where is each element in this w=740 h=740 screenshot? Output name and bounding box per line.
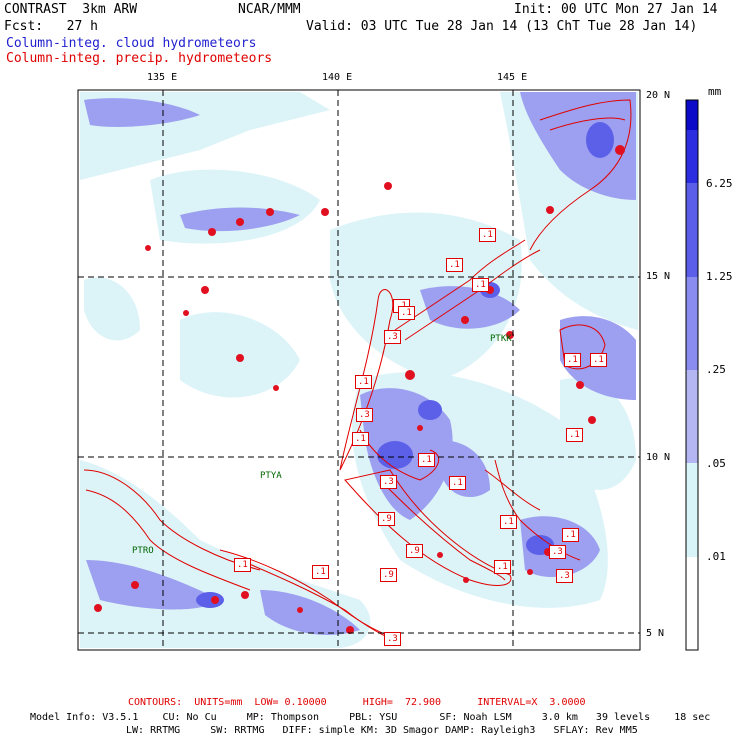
map-frame bbox=[77, 89, 641, 651]
lat-label-20: 20 N bbox=[646, 90, 671, 101]
station-label-ptro: PTRO bbox=[132, 546, 154, 556]
lat-label-5: 5 N bbox=[646, 628, 665, 639]
colorbar-label-1.25: 1.25 bbox=[706, 270, 733, 283]
contour-label: .3 bbox=[380, 475, 397, 489]
contour-label: .1 bbox=[590, 353, 607, 367]
colorbar-frame bbox=[685, 99, 699, 651]
precip-cores bbox=[94, 145, 625, 634]
colorbar-segment bbox=[686, 557, 698, 650]
contour-label: .3 bbox=[384, 632, 401, 646]
colorbar-label-.25: .25 bbox=[706, 363, 726, 376]
contour-label: .1 bbox=[398, 306, 415, 320]
precip-contours bbox=[83, 99, 632, 641]
colorbar-label-.01: .01 bbox=[706, 550, 726, 563]
colorbar-label-.05: .05 bbox=[706, 457, 726, 470]
lon-label-140: 140 E bbox=[322, 72, 353, 83]
station-label-ptya: PTYA bbox=[260, 471, 282, 481]
contour-label: .1 bbox=[352, 432, 369, 446]
lat-label-10: 10 N bbox=[646, 452, 671, 463]
colorbar-segment bbox=[686, 183, 698, 277]
org-label: NCAR/MMM bbox=[238, 2, 301, 17]
contour-label: .1 bbox=[472, 278, 489, 292]
contour-label: .1 bbox=[355, 375, 372, 389]
station-label-ptkk: PTKK bbox=[490, 334, 512, 344]
field-cloud-title: Column-integ. cloud hydrometeors bbox=[6, 36, 257, 51]
colorbar-segment bbox=[686, 130, 698, 183]
contour-label: .3 bbox=[556, 569, 573, 583]
model-info-line-1: Model Info: V3.5.1 CU: No Cu MP: Thompso… bbox=[30, 712, 711, 723]
contour-label: .3 bbox=[549, 545, 566, 559]
model-title: CONTRAST 3km ARW bbox=[4, 2, 138, 17]
contour-label: .9 bbox=[406, 544, 423, 558]
lon-label-145: 145 E bbox=[497, 72, 528, 83]
contour-label: .1 bbox=[562, 528, 579, 542]
lat-label-15: 15 N bbox=[646, 271, 671, 282]
contour-label: .1 bbox=[449, 476, 466, 490]
colorbar-segment bbox=[686, 463, 698, 557]
contour-label: .1 bbox=[566, 428, 583, 442]
colorbar-segment bbox=[686, 277, 698, 370]
contour-label: .9 bbox=[378, 512, 395, 526]
contour-label: .1 bbox=[312, 565, 329, 579]
contour-label: .1 bbox=[500, 515, 517, 529]
forecast-hour: Fcst: 27 h bbox=[4, 19, 98, 34]
model-info-line-2: LW: RRTMG SW: RRTMG DIFF: simple KM: 3D … bbox=[126, 725, 638, 736]
colorbar-label-6.25: 6.25 bbox=[706, 177, 733, 190]
contour-label: .1 bbox=[418, 453, 435, 467]
colorbar-unit: mm bbox=[708, 85, 722, 98]
field-precip-title: Column-integ. precip. hydrometeors bbox=[6, 51, 273, 66]
contour-label: .1 bbox=[234, 558, 251, 572]
contour-label: .3 bbox=[356, 408, 373, 422]
lat-lon-grid bbox=[78, 90, 640, 650]
lon-label-135: 135 E bbox=[147, 72, 178, 83]
contour-info: CONTOURS: UNITS=mm LOW= 0.10000 HIGH= 72… bbox=[128, 697, 586, 708]
contour-label: .3 bbox=[384, 330, 401, 344]
init-time: Init: 00 UTC Mon 27 Jan 14 bbox=[514, 2, 718, 17]
colorbar-segment bbox=[686, 100, 698, 130]
cloud-shading-medium bbox=[84, 92, 636, 635]
contour-label: .1 bbox=[479, 228, 496, 242]
contour-label: .9 bbox=[380, 568, 397, 582]
contour-label: .1 bbox=[494, 560, 511, 574]
contour-label: .1 bbox=[446, 258, 463, 272]
contour-label: .1 bbox=[564, 353, 581, 367]
colorbar bbox=[685, 99, 699, 651]
colorbar-segment bbox=[686, 370, 698, 463]
valid-time: Valid: 03 UTC Tue 28 Jan 14 (13 ChT Tue … bbox=[306, 19, 698, 34]
